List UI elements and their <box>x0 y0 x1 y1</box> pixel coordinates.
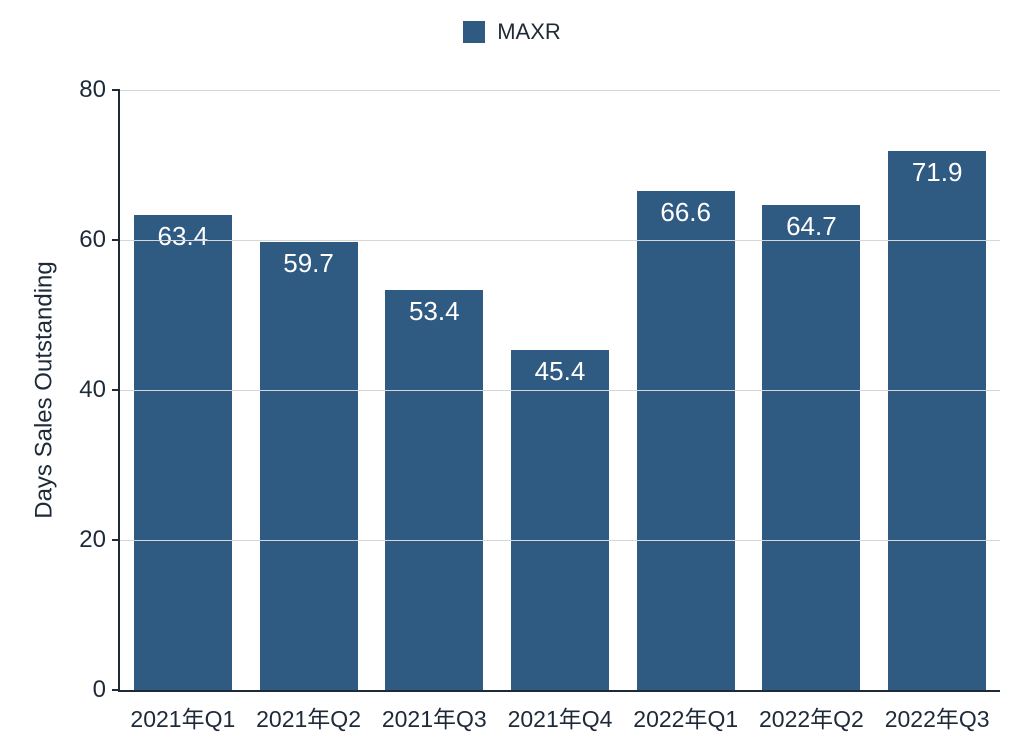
y-axis-title: Days Sales Outstanding <box>31 261 59 518</box>
y-axis-title-container: Days Sales Outstanding <box>30 90 60 690</box>
x-tick-label: 2021年Q3 <box>382 690 487 734</box>
x-tick-label: 2022年Q2 <box>759 690 864 734</box>
grid-line <box>120 90 1000 91</box>
y-tick-label: 40 <box>79 376 120 404</box>
x-tick-label: 2021年Q4 <box>508 690 613 734</box>
x-tick-label: 2022年Q1 <box>633 690 738 734</box>
x-tick-label: 2022年Q3 <box>885 690 990 734</box>
bar: 53.4 <box>385 290 483 691</box>
legend-swatch <box>463 21 485 43</box>
plot-area: 63.459.753.445.466.664.771.9 02040608020… <box>118 90 1000 692</box>
grid-line <box>120 240 1000 241</box>
bar-value-label: 63.4 <box>158 221 209 252</box>
bar-value-label: 66.6 <box>660 197 711 228</box>
bar-value-label: 45.4 <box>535 356 586 387</box>
y-tick-label: 80 <box>79 76 120 104</box>
bar: 66.6 <box>637 191 735 691</box>
grid-line <box>120 390 1000 391</box>
y-tick-label: 20 <box>79 526 120 554</box>
x-tick-label: 2021年Q2 <box>256 690 361 734</box>
bar: 64.7 <box>762 205 860 690</box>
legend: MAXR <box>0 18 1024 45</box>
y-tick-label: 60 <box>79 226 120 254</box>
bar-value-label: 53.4 <box>409 296 460 327</box>
y-tick-label: 0 <box>93 676 120 704</box>
grid-line <box>120 540 1000 541</box>
bar-value-label: 59.7 <box>283 248 334 279</box>
bar: 59.7 <box>260 242 358 690</box>
x-tick-label: 2021年Q1 <box>130 690 235 734</box>
bar: 45.4 <box>511 350 609 691</box>
bar: 71.9 <box>888 151 986 690</box>
legend-label: MAXR <box>497 19 561 44</box>
bar: 63.4 <box>134 215 232 691</box>
bar-value-label: 71.9 <box>912 157 963 188</box>
bar-value-label: 64.7 <box>786 211 837 242</box>
chart-container: MAXR Days Sales Outstanding 63.4 59.7 53.4… <box>0 0 1024 755</box>
